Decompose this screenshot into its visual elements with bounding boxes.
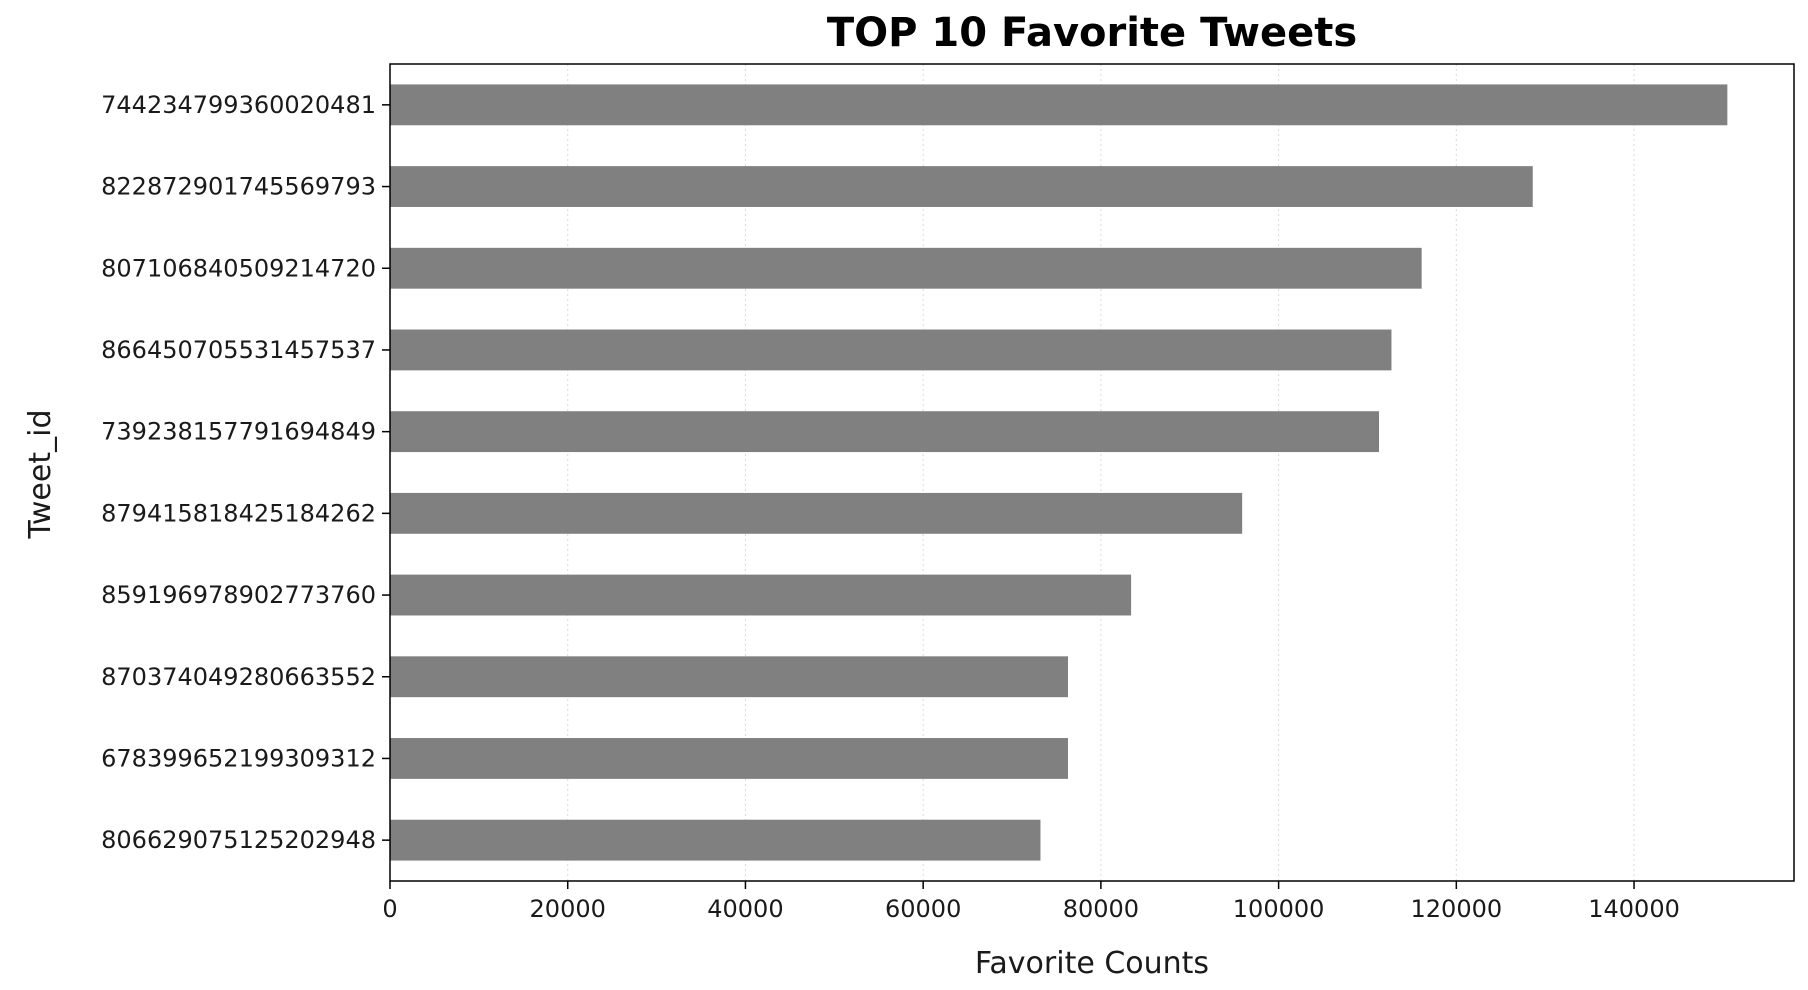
y-tick-label: 870374049280663552 [101, 663, 376, 691]
x-axis-label: Favorite Counts [975, 946, 1209, 981]
y-tick-label: 822872901745569793 [101, 173, 376, 201]
x-tick-label: 60000 [885, 895, 961, 923]
bar [390, 656, 1069, 698]
bar [390, 247, 1422, 289]
bar [390, 738, 1069, 779]
x-tick-label: 80000 [1063, 895, 1139, 923]
bar [390, 166, 1533, 207]
bar [390, 574, 1132, 616]
bar [390, 819, 1041, 861]
x-axis: 0 20000 40000 60000 80000 100000 120000 140000 [382, 881, 1680, 923]
x-tick-label: 20000 [530, 895, 606, 923]
bar [390, 329, 1392, 371]
chart-title: TOP 10 Favorite Tweets [827, 10, 1357, 56]
x-tick-label: 140000 [1588, 895, 1680, 923]
y-tick-label: 739238157791694849 [101, 418, 376, 446]
bar [390, 84, 1728, 126]
bar-layer [390, 84, 1728, 861]
plot-frame [389, 63, 1795, 882]
x-tick-label: 40000 [707, 895, 783, 923]
y-tick-label: 807106840509214720 [101, 254, 376, 282]
y-tick-label: 678399652199309312 [101, 744, 376, 772]
y-axis: 744234799360020481 822872901745569793 8071… [101, 91, 390, 854]
y-tick-label: 859196978902773760 [101, 581, 376, 609]
x-tick-label: 100000 [1233, 895, 1325, 923]
bar [390, 411, 1380, 453]
x-tick-label: 120000 [1411, 895, 1503, 923]
y-tick-label: 879415818425184262 [101, 499, 376, 527]
y-tick-label: 744234799360020481 [101, 91, 376, 119]
x-tick-label: 0 [382, 895, 397, 923]
y-tick-label: 866450705531457537 [101, 336, 376, 364]
y-axis-label: Tweet_id [23, 410, 58, 540]
bar [390, 492, 1243, 534]
y-tick-label: 806629075125202948 [101, 826, 376, 854]
